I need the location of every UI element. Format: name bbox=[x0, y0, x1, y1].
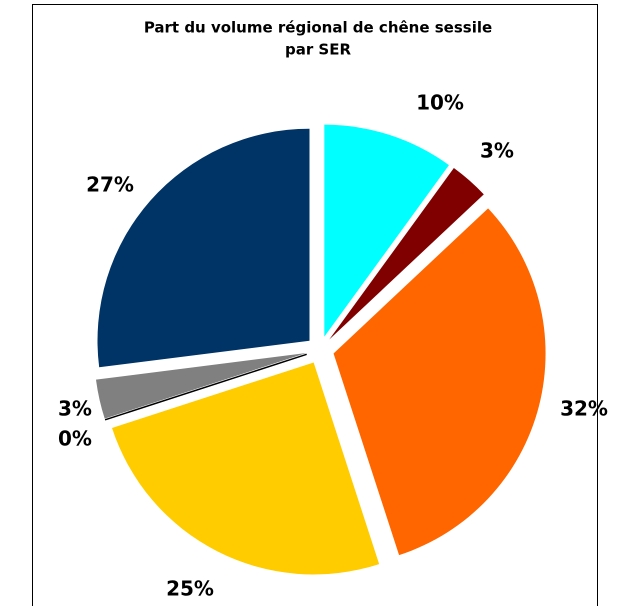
data-label: 27% bbox=[86, 173, 134, 197]
pie-slice bbox=[97, 128, 310, 368]
data-label: 0% bbox=[58, 427, 92, 451]
pie-slice bbox=[333, 208, 546, 556]
chart-title: Part du volume régional de chêne sessile bbox=[144, 19, 492, 37]
data-label: 3% bbox=[480, 139, 514, 163]
pie-slice bbox=[96, 353, 307, 419]
pie-slice bbox=[329, 167, 484, 340]
pie-slice bbox=[104, 353, 307, 421]
data-label: 32% bbox=[560, 397, 608, 421]
data-label: 25% bbox=[166, 577, 214, 601]
data-label: 3% bbox=[58, 397, 92, 421]
pie-slice bbox=[112, 362, 380, 575]
chart-title: par SER bbox=[285, 41, 352, 59]
pie-slice bbox=[324, 124, 449, 337]
data-label: 10% bbox=[416, 91, 464, 115]
